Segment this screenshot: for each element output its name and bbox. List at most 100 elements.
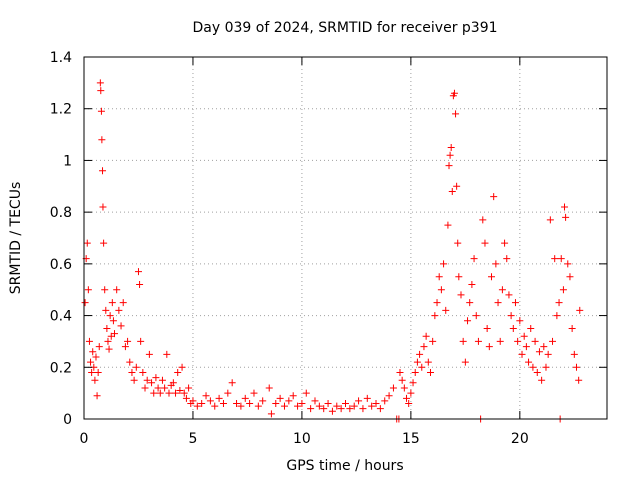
y-tick-label: 1.4	[50, 50, 72, 66]
data-point	[453, 182, 461, 190]
data-point	[163, 350, 171, 358]
y-tick-label: 1.2	[50, 102, 72, 118]
data-point	[452, 110, 460, 118]
data-point	[315, 402, 323, 410]
data-point	[137, 337, 145, 345]
data-point	[470, 255, 478, 263]
data-point	[446, 151, 454, 159]
data-point	[150, 389, 158, 397]
data-point	[215, 394, 223, 402]
data-point	[169, 379, 177, 387]
data-point	[546, 216, 554, 224]
data-point	[445, 162, 453, 170]
data-point	[165, 389, 173, 397]
data-point	[407, 389, 415, 397]
data-point	[403, 394, 411, 402]
data-point	[355, 397, 363, 405]
data-point	[418, 363, 426, 371]
data-point	[119, 299, 127, 307]
data-point	[511, 299, 519, 307]
data-point	[294, 402, 302, 410]
data-point	[549, 337, 557, 345]
data-point	[134, 268, 142, 276]
y-axis-label: SRMTID / TECUs	[8, 182, 24, 295]
data-point	[337, 405, 345, 413]
data-point	[97, 107, 105, 115]
data-point	[237, 402, 245, 410]
data-point	[494, 299, 502, 307]
data-point	[109, 317, 117, 325]
data-point	[426, 368, 434, 376]
data-point	[128, 368, 136, 376]
data-point	[302, 389, 310, 397]
data-point	[448, 187, 456, 195]
data-point	[498, 286, 506, 294]
data-point	[198, 399, 206, 407]
data-point	[280, 402, 288, 410]
y-tick-label: 0.2	[50, 360, 72, 376]
data-point	[359, 405, 367, 413]
data-point	[396, 368, 404, 376]
data-point	[522, 343, 530, 351]
data-point	[174, 368, 182, 376]
x-tick-label: 0	[80, 431, 89, 447]
data-point	[311, 397, 319, 405]
data-point	[111, 330, 119, 338]
data-point	[246, 399, 254, 407]
y-tick-label: 0.6	[50, 257, 72, 273]
data-point	[527, 325, 535, 332]
data-point	[99, 203, 107, 211]
data-point	[91, 376, 99, 384]
data-point	[440, 260, 448, 268]
data-point	[509, 325, 517, 332]
data-point	[535, 348, 543, 356]
data-point	[466, 299, 474, 307]
data-point	[189, 397, 197, 405]
data-point	[454, 239, 462, 247]
data-point	[559, 286, 567, 294]
data-point	[457, 291, 465, 299]
grid-lines	[84, 57, 607, 419]
data-point	[99, 167, 107, 175]
data-point	[206, 397, 214, 405]
data-point	[154, 384, 162, 392]
data-point	[124, 337, 132, 345]
data-point	[180, 389, 188, 397]
data-point	[518, 350, 526, 358]
data-point	[420, 343, 428, 351]
data-point	[105, 345, 113, 353]
data-point	[285, 397, 293, 405]
data-point	[250, 389, 258, 397]
data-point	[557, 255, 565, 263]
data-point	[433, 299, 441, 307]
data-point	[101, 286, 109, 294]
data-point	[429, 337, 437, 345]
data-point	[81, 299, 89, 307]
data-point	[346, 405, 354, 413]
data-point	[450, 89, 458, 97]
data-point	[267, 410, 275, 418]
data-point	[520, 332, 528, 340]
data-point	[130, 376, 138, 384]
data-point	[411, 368, 419, 376]
data-point	[572, 363, 580, 371]
data-point	[575, 376, 583, 384]
data-point	[507, 312, 515, 320]
data-point	[474, 337, 482, 345]
data-points	[81, 79, 584, 423]
data-point	[422, 332, 430, 340]
data-point	[481, 239, 489, 247]
data-point	[298, 399, 306, 407]
data-point	[89, 348, 97, 356]
data-point	[185, 384, 193, 392]
data-point	[211, 402, 219, 410]
data-point	[289, 392, 297, 400]
data-point	[96, 79, 104, 87]
data-point	[568, 325, 576, 332]
data-point	[570, 350, 578, 358]
data-point	[97, 87, 105, 95]
data-point	[437, 286, 445, 294]
data-point	[564, 260, 572, 268]
data-point	[368, 402, 376, 410]
data-point	[501, 239, 509, 247]
